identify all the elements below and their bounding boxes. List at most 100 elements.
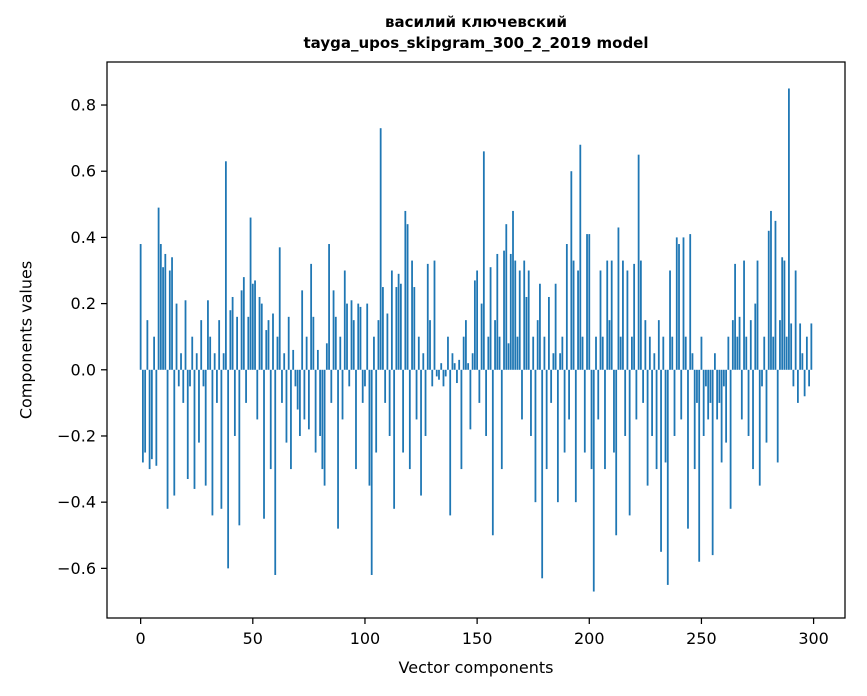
bar bbox=[644, 320, 647, 370]
bar bbox=[343, 270, 346, 370]
bar bbox=[249, 217, 252, 370]
bar bbox=[797, 369, 799, 403]
bar bbox=[299, 369, 301, 436]
bar bbox=[635, 369, 638, 420]
bar bbox=[758, 369, 761, 486]
bar bbox=[518, 270, 521, 370]
bar bbox=[175, 303, 178, 370]
bar bbox=[144, 369, 147, 453]
bar bbox=[727, 336, 730, 370]
bar bbox=[146, 320, 149, 370]
bar bbox=[211, 369, 214, 516]
bar bbox=[186, 369, 189, 479]
bar bbox=[307, 369, 310, 430]
bar bbox=[610, 260, 613, 370]
bar bbox=[779, 320, 781, 370]
bar bbox=[359, 306, 362, 370]
bar bbox=[458, 359, 461, 370]
bar bbox=[783, 260, 786, 370]
bar bbox=[198, 369, 200, 443]
bar bbox=[330, 369, 333, 403]
bar bbox=[247, 316, 250, 370]
bar bbox=[743, 260, 745, 370]
bar bbox=[503, 250, 505, 370]
bar bbox=[456, 369, 458, 384]
bar bbox=[395, 287, 398, 370]
bar bbox=[480, 303, 483, 370]
bar bbox=[162, 267, 164, 370]
bar bbox=[339, 336, 342, 370]
bar bbox=[442, 369, 445, 387]
bar bbox=[794, 270, 797, 370]
bar bbox=[799, 323, 802, 370]
bar bbox=[747, 369, 750, 436]
bar bbox=[238, 369, 241, 526]
bar bbox=[224, 161, 227, 370]
bar bbox=[767, 230, 770, 370]
bar bbox=[366, 303, 369, 370]
bar bbox=[507, 343, 510, 370]
bar bbox=[473, 280, 476, 370]
bar bbox=[729, 369, 732, 509]
bar bbox=[781, 257, 784, 370]
bar bbox=[772, 336, 775, 370]
bar bbox=[319, 369, 321, 436]
bar bbox=[386, 313, 389, 370]
y-tick-label: −0.4 bbox=[57, 493, 96, 512]
bar bbox=[752, 369, 754, 470]
bar bbox=[487, 336, 490, 370]
y-tick-label: 0.4 bbox=[71, 228, 96, 247]
x-tick-label: 0 bbox=[136, 629, 146, 648]
bar bbox=[696, 369, 698, 403]
bar bbox=[272, 313, 274, 370]
bar bbox=[660, 369, 662, 552]
bar bbox=[294, 369, 297, 387]
bar bbox=[736, 336, 739, 370]
bar bbox=[637, 154, 640, 370]
bar bbox=[236, 316, 238, 370]
bar bbox=[348, 369, 351, 387]
bar bbox=[561, 336, 564, 370]
x-tick-label: 50 bbox=[243, 629, 263, 648]
bar bbox=[496, 253, 499, 370]
bar bbox=[218, 320, 221, 370]
bar bbox=[467, 363, 470, 370]
chart-title-line1: василий ключевский bbox=[384, 13, 568, 31]
bar bbox=[397, 273, 400, 370]
bar bbox=[283, 353, 286, 370]
bar bbox=[615, 369, 618, 536]
bar bbox=[233, 369, 236, 436]
bar bbox=[256, 369, 259, 420]
bar bbox=[664, 369, 667, 463]
bar bbox=[588, 234, 591, 370]
bar bbox=[801, 353, 804, 370]
bar bbox=[399, 283, 402, 370]
bar bbox=[619, 336, 622, 370]
x-tick-label: 200 bbox=[574, 629, 605, 648]
y-tick-label: 0.2 bbox=[71, 294, 96, 313]
bar bbox=[276, 336, 279, 370]
bar bbox=[808, 369, 810, 387]
bar bbox=[148, 369, 151, 470]
bar bbox=[166, 369, 169, 509]
bar bbox=[608, 320, 611, 370]
bar bbox=[745, 336, 748, 370]
bar bbox=[341, 369, 344, 420]
bar bbox=[411, 260, 413, 370]
bar bbox=[310, 263, 313, 370]
bar bbox=[460, 369, 463, 470]
bar bbox=[220, 369, 223, 509]
bar bbox=[482, 151, 485, 370]
bar bbox=[159, 244, 162, 370]
bar bbox=[613, 369, 615, 453]
bar bbox=[314, 369, 317, 453]
bar bbox=[202, 369, 205, 387]
bar bbox=[810, 323, 813, 370]
bar bbox=[254, 280, 256, 370]
bar bbox=[290, 369, 292, 470]
bar bbox=[453, 363, 456, 370]
bar bbox=[296, 369, 299, 410]
bar bbox=[770, 210, 772, 370]
bar bbox=[485, 369, 487, 436]
bar bbox=[590, 369, 593, 470]
